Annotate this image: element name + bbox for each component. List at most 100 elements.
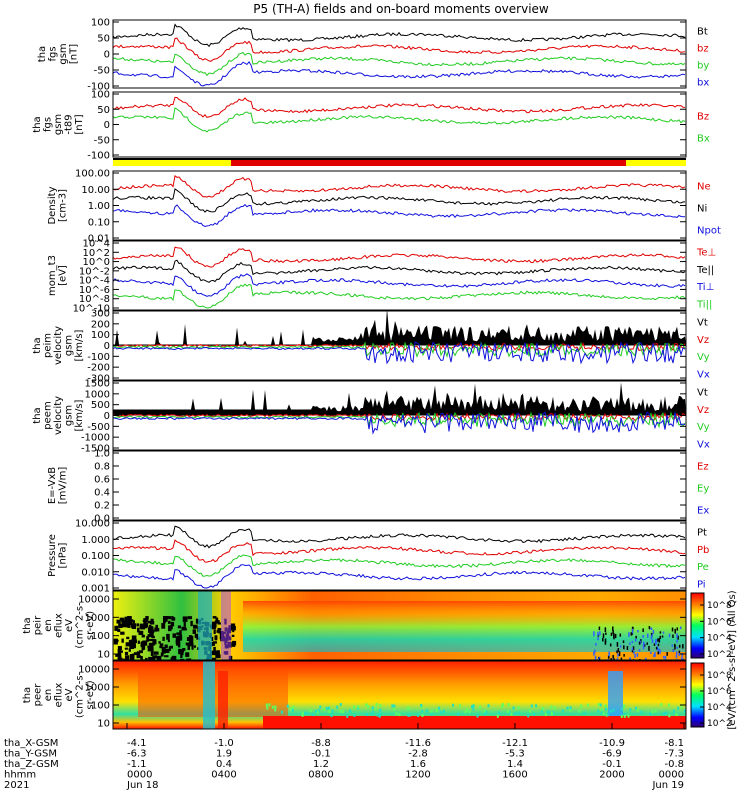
y-axis-label: [mV/m] [58,467,69,505]
heatmap-cell [617,648,620,652]
heatmap-cell [668,714,671,718]
heatmap-cell [217,652,220,656]
heatmap-cell [149,657,155,660]
heatmap-cell [393,704,396,708]
heatmap-cell [613,632,615,638]
heatmap-low-band [263,716,686,729]
heatmap-cell [231,634,235,638]
legend-Bx: Bx [697,134,710,145]
y-tick-label: 10^-10 [73,304,110,315]
heatmap-cell [328,710,331,714]
heatmap-cell [336,705,339,709]
heatmap-cell [217,620,220,624]
heatmap-cell [398,713,401,717]
legend-Vx: Vx [697,439,710,450]
heatmap-cell [657,638,659,642]
heatmap-cell [464,710,467,714]
heatmap-cell [408,713,411,717]
panel-peer-eflux: 10000 1000 100 10 tha peer en eflux eV (cm^2-s-sr… [22,660,687,730]
heatmap-cell [616,650,618,654]
heatmap-cell [605,707,608,711]
heatmap-cell [176,635,180,639]
y-axis-label: peim [43,333,54,358]
x-value: -1.0 [214,738,234,749]
heatmap-cell [606,713,609,717]
y-tick-label: 10000 [78,665,110,676]
heatmap-cell [218,628,222,631]
legend-Pt: Pt [697,528,707,539]
heatmap-cell [623,714,626,718]
series-Npot [113,204,685,228]
heatmap-cell [597,631,599,636]
heatmap-cell [176,632,181,635]
heatmap-cell [339,703,342,707]
heatmap-cell [640,710,643,714]
legend-Pb: Pb [697,545,709,556]
heatmap-cell [146,636,150,642]
heatmap-cell [164,644,168,649]
y-axis-label: gsm [58,43,69,64]
heatmap-cell [274,705,277,709]
heatmap-cell [117,628,121,632]
heatmap-cell [120,631,125,635]
colorbar-tick-label: 10^6 [707,617,732,627]
heatmap-cell [169,645,173,649]
heatmap-cell [658,648,660,652]
y-axis-label: mom_t3 [47,255,58,296]
heatmap-cell [476,714,479,718]
plot-area-density [113,175,686,228]
panel-frame [112,660,687,730]
y-tick-label: 1000 [85,613,110,624]
heatmap-cell [622,640,625,644]
y-tick-label: 0.4 [94,488,110,499]
y-tick-label: 200 [91,319,110,330]
y-axis-label: gsm [53,114,64,135]
heatmap-cell [127,624,131,628]
colorbar-tick-label: 10^8 [707,601,732,611]
y-tick-label: 1.0 [94,449,110,460]
y-tick-label: -1000 [81,433,110,444]
y-tick-label: 0.2 [94,501,110,512]
heatmap-cell [374,707,377,711]
legend-Ex: Ex [697,506,709,517]
heatmap-cell [638,641,641,645]
y-axis-label: peir [33,615,44,635]
heatmap-cell [151,635,155,639]
heatmap-cell [136,651,141,656]
y-axis-label: (cm^2-s- [75,671,86,718]
x-row-label: tha_Z-GSM [4,759,59,770]
heatmap-cell [485,710,488,714]
heatmap-cell [540,710,543,714]
plot-area-peem-velocity [113,382,686,435]
heatmap-cell [143,618,149,622]
heatmap-cell [668,633,671,638]
heatmap-cell [643,644,646,647]
y-axis-label: peem [43,401,54,429]
panel-frame [112,240,687,311]
heatmap-cell [407,706,410,710]
heatmap-cell [161,622,166,629]
heatmap-cell [507,710,510,714]
heatmap-cell [158,641,161,644]
y-tick-label: -50 [94,135,110,146]
heatmap-cell [124,651,129,655]
heatmap-cell [180,649,185,653]
x-value: -6.9 [602,749,622,760]
heatmap-cell [550,712,553,716]
colorbar-tick-label: 10^4 [707,703,732,713]
panel-frame [112,590,687,661]
y-axis-label: fgs [48,46,59,61]
legend-Vz: Vz [697,405,709,416]
y-axis-label: gsm [64,335,75,356]
heatmap-cell [652,630,655,634]
y-tick-label: 0 [104,341,110,352]
legend-Ti||: Ti|| [696,299,712,310]
heatmap-cell [671,644,674,647]
heatmap-cell [117,656,122,660]
x-date-end: Jun 19 [651,780,684,791]
heatmap-cell [168,625,172,630]
heatmap-cell [152,642,155,646]
heatmap-cell [232,627,236,630]
heatmap-cell [672,649,675,653]
x-value: 1.6 [410,759,426,770]
